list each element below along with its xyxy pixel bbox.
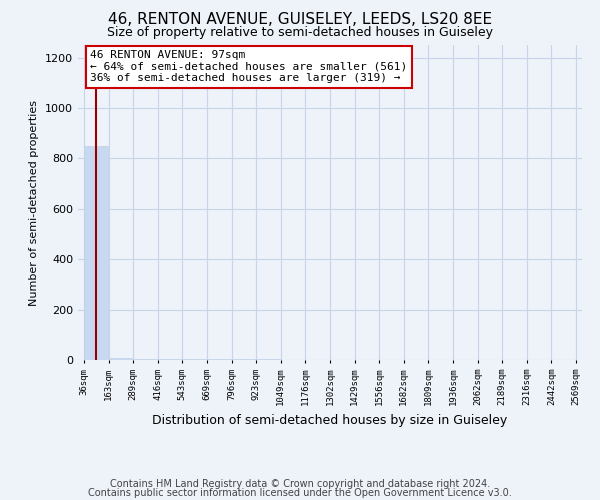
X-axis label: Distribution of semi-detached houses by size in Guiseley: Distribution of semi-detached houses by …: [152, 414, 508, 426]
Bar: [158, 359, 182, 360]
Y-axis label: Number of semi-detached properties: Number of semi-detached properties: [29, 100, 40, 306]
Bar: [133, 358, 158, 360]
Text: Size of property relative to semi-detached houses in Guiseley: Size of property relative to semi-detach…: [107, 26, 493, 39]
Bar: [109, 358, 133, 360]
Text: Contains public sector information licensed under the Open Government Licence v3: Contains public sector information licen…: [88, 488, 512, 498]
Text: 46, RENTON AVENUE, GUISELEY, LEEDS, LS20 8EE: 46, RENTON AVENUE, GUISELEY, LEEDS, LS20…: [108, 12, 492, 28]
Bar: [84, 146, 109, 360]
Bar: [182, 359, 207, 360]
Text: Contains HM Land Registry data © Crown copyright and database right 2024.: Contains HM Land Registry data © Crown c…: [110, 479, 490, 489]
Text: 46 RENTON AVENUE: 97sqm
← 64% of semi-detached houses are smaller (561)
36% of s: 46 RENTON AVENUE: 97sqm ← 64% of semi-de…: [91, 50, 407, 83]
Bar: [207, 359, 232, 360]
